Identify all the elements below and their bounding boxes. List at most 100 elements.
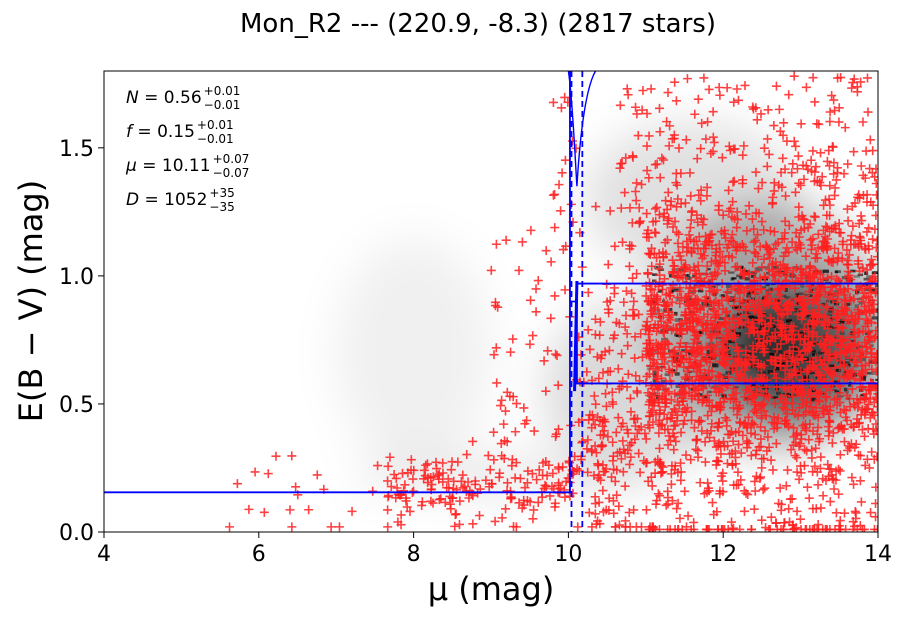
data-point [807, 453, 817, 463]
data-point [811, 443, 821, 453]
density-speck [652, 379, 656, 384]
density-speck [865, 350, 870, 353]
data-point [827, 438, 837, 448]
data-point [790, 283, 800, 293]
data-point [665, 291, 675, 301]
data-point [854, 419, 864, 429]
data-point [821, 221, 831, 231]
data-point [717, 153, 727, 163]
data-point [693, 385, 703, 395]
data-point [791, 228, 801, 238]
data-point [259, 507, 269, 517]
data-point [747, 286, 757, 296]
data-point [829, 95, 839, 105]
data-point [860, 407, 870, 417]
data-point [832, 294, 842, 304]
data-point [842, 204, 852, 214]
y-tick-label: 1.0 [59, 265, 94, 290]
data-point [608, 399, 618, 409]
data-point [523, 466, 533, 476]
data-point [655, 173, 665, 183]
data-point [696, 196, 706, 206]
data-point [671, 436, 681, 446]
data-point [787, 168, 797, 178]
data-point [739, 486, 749, 496]
data-point [542, 471, 552, 481]
data-point [663, 524, 673, 532]
data-point [754, 295, 764, 305]
density-speck [769, 352, 775, 356]
data-point [644, 173, 654, 183]
data-point [704, 365, 714, 375]
data-point [615, 100, 625, 110]
data-point [834, 219, 844, 229]
data-point [725, 145, 735, 155]
data-point [465, 486, 475, 496]
data-point [821, 301, 831, 311]
data-point [548, 468, 558, 478]
data-point [625, 459, 635, 469]
data-point [742, 226, 752, 236]
data-point [792, 467, 802, 477]
density-speck [834, 270, 841, 273]
fit-annotation-lower: −0.07 [213, 166, 250, 180]
data-point [613, 364, 623, 374]
data-point [617, 349, 627, 359]
data-point [624, 261, 634, 271]
data-point [598, 507, 608, 517]
data-point [856, 77, 866, 87]
data-point [502, 437, 512, 447]
data-point [557, 168, 567, 178]
data-point [753, 184, 763, 194]
data-point [794, 202, 804, 212]
data-point [644, 326, 654, 336]
data-point [863, 241, 873, 251]
data-point [823, 460, 833, 470]
data-point [654, 308, 664, 318]
data-point [843, 260, 853, 270]
data-point [484, 482, 494, 492]
density-speck [750, 271, 757, 275]
data-point [865, 277, 875, 287]
data-point [782, 268, 792, 278]
data-point [589, 391, 599, 401]
data-point [867, 364, 877, 374]
data-point [668, 255, 678, 265]
data-point [801, 425, 811, 435]
data-point [667, 134, 677, 144]
data-point [699, 302, 709, 312]
data-point [776, 309, 786, 319]
data-point [704, 395, 714, 405]
data-point [312, 470, 322, 480]
data-point [620, 188, 630, 198]
data-point [501, 504, 511, 514]
data-point [794, 212, 804, 222]
density-speck [838, 320, 845, 324]
x-tick-label: 8 [407, 542, 421, 567]
data-point [795, 296, 805, 306]
data-point [661, 500, 671, 510]
data-point [775, 320, 785, 330]
data-point [641, 458, 651, 468]
data-point [852, 524, 862, 532]
data-point [792, 506, 802, 516]
data-point [738, 430, 748, 440]
data-point [676, 475, 686, 485]
data-point [826, 257, 836, 267]
data-point [737, 240, 747, 250]
density-speck [776, 391, 782, 396]
data-point [712, 507, 722, 517]
density-speck [733, 334, 741, 338]
data-point [668, 222, 678, 232]
data-point [849, 325, 859, 335]
data-point [713, 422, 723, 432]
data-point [728, 237, 738, 247]
data-point [769, 178, 779, 188]
data-point [686, 524, 696, 532]
data-point [522, 478, 532, 488]
data-point [746, 428, 756, 438]
data-point [865, 135, 875, 145]
data-point [703, 117, 713, 127]
data-point [750, 430, 760, 440]
